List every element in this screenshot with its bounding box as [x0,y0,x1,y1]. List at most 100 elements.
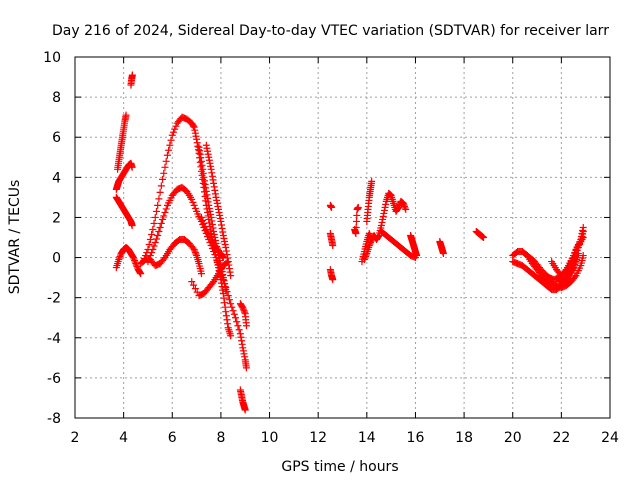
data-point [240,307,248,315]
data-point [378,218,386,226]
data-point [157,182,165,190]
data-point [365,242,373,250]
series-arc-early-low [112,244,145,278]
data-point [223,316,231,324]
data-point [199,169,207,177]
data-point [191,285,199,293]
x-tick-label: 14 [358,430,376,446]
series-arc-15.8h [407,231,421,260]
data-point [329,276,337,284]
data-point [162,205,170,213]
series-arc-12h-c [326,201,336,211]
data-point [379,212,387,220]
data-point [239,304,247,312]
y-tick-label: -8 [47,411,61,427]
data-point [201,180,209,188]
data-point [219,274,227,282]
x-tick-label: 20 [504,430,522,446]
x-tick-label: 22 [552,430,570,446]
data-point [219,271,227,279]
data-point [381,203,389,211]
data-point [571,261,579,269]
data-point [213,199,221,207]
data-point [214,205,222,213]
data-point [137,270,145,278]
data-point [189,198,197,206]
data-point [201,222,209,230]
data-point [204,194,212,202]
data-point [208,220,216,228]
data-point [156,188,164,196]
data-point [197,213,205,221]
data-point [571,249,579,257]
data-point [571,259,579,267]
data-point [367,237,375,245]
data-point [190,122,198,130]
data-point [165,146,173,154]
data-point [221,283,229,291]
data-point [211,186,219,194]
series-arc-peak-0.9 [137,236,205,278]
data-point [167,136,175,144]
series-arc-17h [436,238,447,258]
data-point [360,256,368,264]
series-arc-20h-c [521,234,587,284]
data-point [151,239,159,247]
data-point [204,198,212,206]
data-point [368,236,376,244]
data-point [155,195,163,203]
y-axis-label: SDTVAR / TECUs [7,180,23,295]
data-point [368,177,376,185]
data-point [480,234,488,241]
x-tick-label: 6 [168,430,177,446]
x-tick-label: 12 [309,430,327,446]
data-point [159,215,167,223]
data-point [213,196,221,204]
grid [75,57,610,418]
data-point [190,281,198,289]
series-arc-12h-b [326,266,337,284]
data-point [166,141,174,149]
data-point [207,165,215,173]
data-marks [112,71,587,414]
series-arc-13.5h [351,203,362,237]
series-arc-21h-loop [548,223,587,280]
data-point [579,223,587,231]
data-point [205,201,213,209]
series-arc-deep-2 [236,386,249,414]
data-point [160,255,168,263]
series-arc-12h-a [326,229,337,250]
data-point [241,353,249,361]
data-point [115,256,123,264]
data-point [193,135,201,143]
data-point [577,232,585,240]
data-point [237,333,245,341]
data-point [232,314,239,322]
data-point [210,227,218,235]
data-point [241,406,249,414]
data-point [352,223,360,231]
data-point [128,221,136,229]
x-tick-label: 24 [601,430,619,446]
data-point [208,172,216,180]
data-point [222,308,230,316]
data-point [239,305,247,313]
data-point [191,126,199,134]
data-point [150,219,158,227]
data-point [219,290,227,298]
data-point [394,203,402,211]
data-point [209,224,217,232]
data-point [217,217,225,225]
series-arc-early-decline [112,193,136,229]
data-point [221,303,229,311]
data-point [222,312,230,320]
data-point [374,232,382,240]
data-point [171,125,179,133]
data-point [188,195,196,203]
data-point [188,278,196,286]
y-tick-label: 10 [43,50,61,66]
data-point [163,151,171,159]
data-point [152,207,160,215]
data-point [236,330,244,338]
